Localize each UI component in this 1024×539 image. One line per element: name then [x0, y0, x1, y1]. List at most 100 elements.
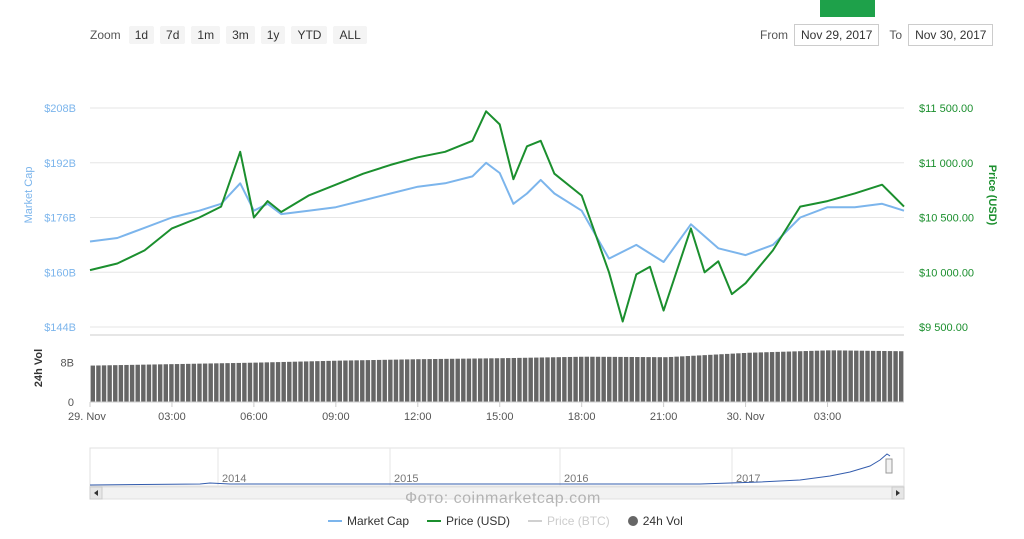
- volume-bar: [657, 357, 663, 402]
- volume-bar: [803, 351, 808, 402]
- volume-bar: [174, 364, 180, 402]
- volume-bar: [590, 356, 595, 402]
- volume-bar: [214, 363, 219, 402]
- zoom-controls: Zoom 1d 7d 1m 3m 1y YTD ALL: [90, 25, 373, 45]
- volume-bar: [623, 356, 629, 402]
- legend-swatch-price-usd: [427, 520, 442, 522]
- volume-bar: [433, 358, 438, 402]
- volume-bar: [247, 362, 253, 402]
- volume-bar: [506, 358, 511, 402]
- volume-bar: [298, 361, 303, 402]
- volume-bar: [680, 356, 685, 402]
- volume-bar: [388, 359, 393, 402]
- volume-bar: [101, 365, 107, 402]
- volume-bar: [309, 361, 314, 402]
- legend-label-market-cap: Market Cap: [347, 514, 410, 528]
- volume-bar: [242, 362, 247, 402]
- zoom-button-1y[interactable]: 1y: [260, 26, 286, 44]
- volume-bar: [477, 358, 483, 402]
- right-axis-tick-label: $9 500.00: [919, 322, 968, 334]
- volume-bar: [741, 353, 747, 402]
- zoom-button-all[interactable]: ALL: [333, 26, 367, 44]
- volume-bar: [427, 359, 432, 402]
- volume-bar: [197, 363, 202, 402]
- volume-bar: [281, 361, 286, 402]
- volume-bar: [663, 357, 668, 402]
- volume-bar: [343, 360, 348, 402]
- volume-bar: [696, 355, 702, 402]
- zoom-button-3m[interactable]: 3m: [226, 26, 255, 44]
- volume-bar: [708, 354, 713, 402]
- volume-bar: [562, 357, 567, 402]
- volume-bar: [141, 364, 146, 402]
- volume-bar: [651, 357, 657, 402]
- volume-bar: [292, 361, 298, 402]
- volume-bar: [180, 363, 185, 402]
- legend-item-market-cap[interactable]: Market Cap: [328, 514, 409, 528]
- volume-bar: [360, 360, 365, 402]
- volume-bar: [264, 362, 270, 402]
- zoom-button-7d[interactable]: 7d: [160, 26, 186, 44]
- volume-bar: [607, 356, 612, 402]
- volume-bar: [635, 357, 640, 402]
- volume-axis-title: 24h Vol: [33, 349, 45, 387]
- volume-bar: [584, 356, 590, 402]
- volume-bar: [348, 360, 354, 402]
- volume-bar: [113, 365, 118, 402]
- volume-bar: [287, 361, 292, 402]
- volume-bar: [320, 361, 326, 402]
- legend-item-24h-vol[interactable]: 24h Vol: [627, 514, 683, 528]
- volume-bar: [230, 363, 236, 402]
- x-axis-tick-label: 21:00: [650, 411, 678, 423]
- left-axis-tick-label: $208B: [44, 103, 76, 115]
- legend-item-price-btc[interactable]: Price (BTC): [528, 514, 610, 528]
- to-date-input[interactable]: Nov 30, 2017: [908, 24, 994, 46]
- volume-bar: [809, 350, 814, 402]
- volume-bar: [438, 358, 444, 402]
- volume-bar: [769, 352, 775, 402]
- volume-bar: [135, 364, 140, 402]
- volume-bar: [781, 351, 786, 402]
- volume-bar: [489, 358, 494, 402]
- zoom-button-ytd[interactable]: YTD: [291, 26, 328, 44]
- volume-axis-tick-label: 8B: [61, 358, 74, 370]
- volume-bar: [522, 357, 528, 402]
- volume-bar: [472, 358, 477, 402]
- volume-axis-tick-label: 0: [68, 397, 74, 409]
- volume-bar: [365, 360, 371, 402]
- volume-bar: [573, 356, 578, 402]
- x-axis-tick-label: 03:00: [158, 411, 186, 423]
- volume-bar: [202, 363, 208, 402]
- volume-bar: [152, 364, 157, 402]
- volume-bar: [129, 364, 135, 402]
- legend-label-price-btc: Price (BTC): [547, 514, 610, 528]
- volume-bar: [775, 351, 780, 402]
- volume-bar: [500, 358, 505, 402]
- volume-bar: [545, 357, 550, 402]
- volume-bar: [534, 357, 539, 402]
- from-date-input[interactable]: Nov 29, 2017: [794, 24, 880, 46]
- volume-bar: [556, 357, 561, 402]
- x-axis-tick-label: 12:00: [404, 411, 432, 423]
- chart-legend: Market Cap Price (USD) Price (BTC) 24h V…: [328, 514, 701, 528]
- volume-bar: [719, 354, 724, 402]
- volume-bar: [612, 356, 618, 402]
- right-axis-tick-label: $11 000.00: [919, 158, 973, 170]
- volume-bar: [371, 360, 376, 402]
- watermark: Фото: coinmarketcap.com: [405, 490, 601, 507]
- volume-bar: [618, 356, 623, 402]
- volume-bar: [191, 363, 197, 402]
- volume-bar: [753, 352, 758, 402]
- volume-bar: [511, 357, 517, 402]
- zoom-button-1d[interactable]: 1d: [128, 26, 155, 44]
- series-line-market-cap: [89, 161, 905, 263]
- x-axis-tick-label: 15:00: [486, 411, 514, 423]
- volume-bar: [758, 352, 764, 402]
- date-range-selector: From Nov 29, 2017 To Nov 30, 2017: [760, 24, 994, 46]
- legend-item-price-usd[interactable]: Price (USD): [427, 514, 510, 528]
- legend-label-24h-vol: 24h Vol: [642, 514, 683, 528]
- volume-bar: [882, 351, 887, 402]
- volume-bar: [539, 357, 545, 402]
- zoom-button-1m[interactable]: 1m: [191, 26, 221, 44]
